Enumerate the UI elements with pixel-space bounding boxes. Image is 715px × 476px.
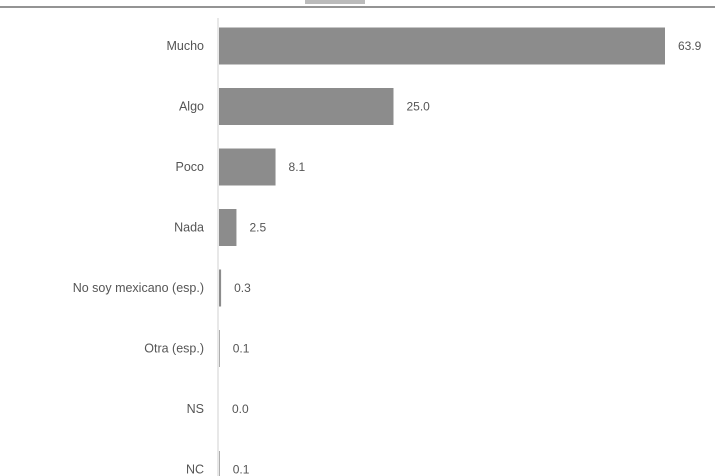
category-label: No soy mexicano (esp.)	[73, 281, 204, 295]
bar	[219, 451, 220, 476]
value-label: 2.5	[249, 221, 266, 235]
category-labels: Mucho Algo Poco Nada No soy mexicano (esp.) O…	[73, 39, 204, 476]
value-label: 8.1	[289, 160, 306, 174]
value-label: 25.0	[406, 100, 430, 114]
bar	[219, 209, 237, 246]
bar	[219, 269, 222, 307]
title-fragment	[305, 0, 365, 4]
bar	[219, 148, 276, 186]
category-label: Otra (esp.)	[144, 342, 204, 356]
value-label: 0.0	[232, 402, 249, 416]
bar	[219, 88, 394, 125]
category-label: Algo	[179, 100, 204, 114]
category-label: NC	[186, 463, 204, 476]
value-labels: 63.9 25.0 8.1 2.5 0.3 0.1 0.0 0.1	[232, 39, 702, 476]
bars	[219, 27, 665, 476]
category-label: Mucho	[166, 39, 204, 53]
category-label: Poco	[176, 160, 205, 174]
value-label: 0.1	[233, 463, 250, 476]
value-label: 63.9	[678, 39, 702, 53]
value-label: 0.3	[234, 281, 251, 295]
bar	[219, 330, 220, 367]
bar	[219, 27, 665, 65]
category-label: NS	[187, 402, 204, 416]
category-label: Nada	[174, 221, 204, 235]
value-label: 0.1	[233, 342, 250, 356]
